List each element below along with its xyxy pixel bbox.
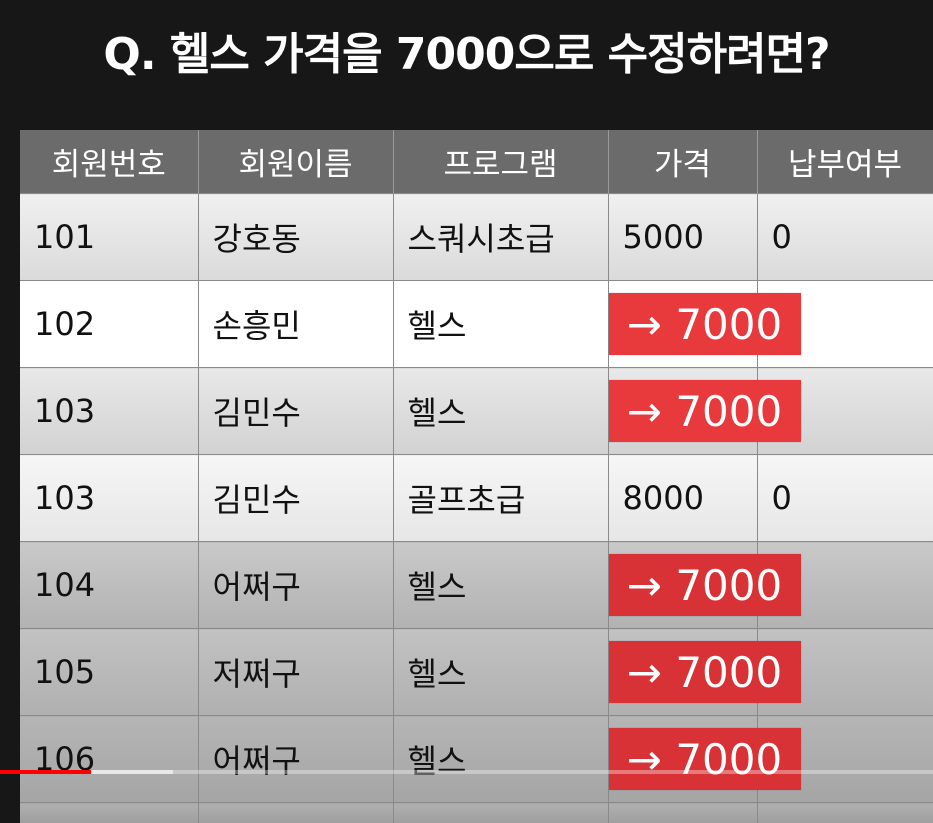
cell-paid: 0	[757, 194, 933, 281]
cell-program: 헬스	[393, 716, 608, 803]
cell-price: 5000	[608, 194, 757, 281]
header-paid: 납부여부	[757, 130, 933, 194]
table-row: 104 어쩌구 헬스 → 7000	[20, 542, 933, 629]
updated-price-badge: → 7000	[609, 728, 801, 790]
table-row: 103 김민수 골프초급 8000 0	[20, 455, 933, 542]
cell-member-name: 강호동	[198, 194, 393, 281]
cell-program: 헬스	[393, 629, 608, 716]
cell-program: 스쿼시초급	[393, 194, 608, 281]
updated-price-badge: → 7000	[609, 293, 801, 355]
table-row: 105 저쩌구 헬스 → 7000	[20, 629, 933, 716]
cell-price: → 7000	[608, 368, 757, 455]
cell-member-name: 김민수	[198, 368, 393, 455]
video-progress-bar[interactable]	[0, 770, 933, 774]
cell-member-id: 102	[20, 281, 198, 368]
cell-member-name: 어쩌구	[198, 716, 393, 803]
cell-paid: 0	[757, 455, 933, 542]
cell-member-name: 저쩌구	[198, 629, 393, 716]
header-program: 프로그램	[393, 130, 608, 194]
table-row: 102 손흥민 헬스 → 7000	[20, 281, 933, 368]
video-played-bar	[0, 770, 91, 774]
table-row: 106 어쩌구 헬스 → 7000	[20, 716, 933, 803]
cell-program: 헬스	[393, 368, 608, 455]
members-table: 회원번호 회원이름 프로그램 가격 납부여부 101 강호동 스쿼시초급 500…	[20, 130, 933, 823]
cell-price: → 7000	[608, 716, 757, 803]
table-row: 101 강호동 스쿼시초급 5000 0	[20, 194, 933, 281]
updated-price-badge: → 7000	[609, 641, 801, 703]
question-title: Q. 헬스 가격을 7000으로 수정하려면?	[0, 18, 933, 82]
updated-price-badge: → 7000	[609, 554, 801, 616]
cell-member-id: 104	[20, 542, 198, 629]
header-member-id: 회원번호	[20, 130, 198, 194]
cell-member-id: 106	[20, 716, 198, 803]
cell-member-id: 105	[20, 629, 198, 716]
cell-member-name: 김민수	[198, 455, 393, 542]
cell-program: 헬스	[393, 542, 608, 629]
cell-member-id: 101	[20, 194, 198, 281]
header-member-name: 회원이름	[198, 130, 393, 194]
cell-member-id: 103	[20, 368, 198, 455]
cell-program: 골프초급	[393, 455, 608, 542]
cell-member-name: 손흥민	[198, 281, 393, 368]
cell-price: → 7000	[608, 542, 757, 629]
table-row: 103 김민수 헬스 → 7000	[20, 368, 933, 455]
cell-price: → 7000	[608, 281, 757, 368]
cell-program: 헬스	[393, 281, 608, 368]
table-header-row: 회원번호 회원이름 프로그램 가격 납부여부	[20, 130, 933, 194]
cell-member-id: 103	[20, 455, 198, 542]
cell-price: 8000	[608, 455, 757, 542]
cell-price: → 7000	[608, 629, 757, 716]
cell-member-name: 어쩌구	[198, 542, 393, 629]
header-price: 가격	[608, 130, 757, 194]
updated-price-badge: → 7000	[609, 380, 801, 442]
table-row-partial	[20, 803, 933, 823]
